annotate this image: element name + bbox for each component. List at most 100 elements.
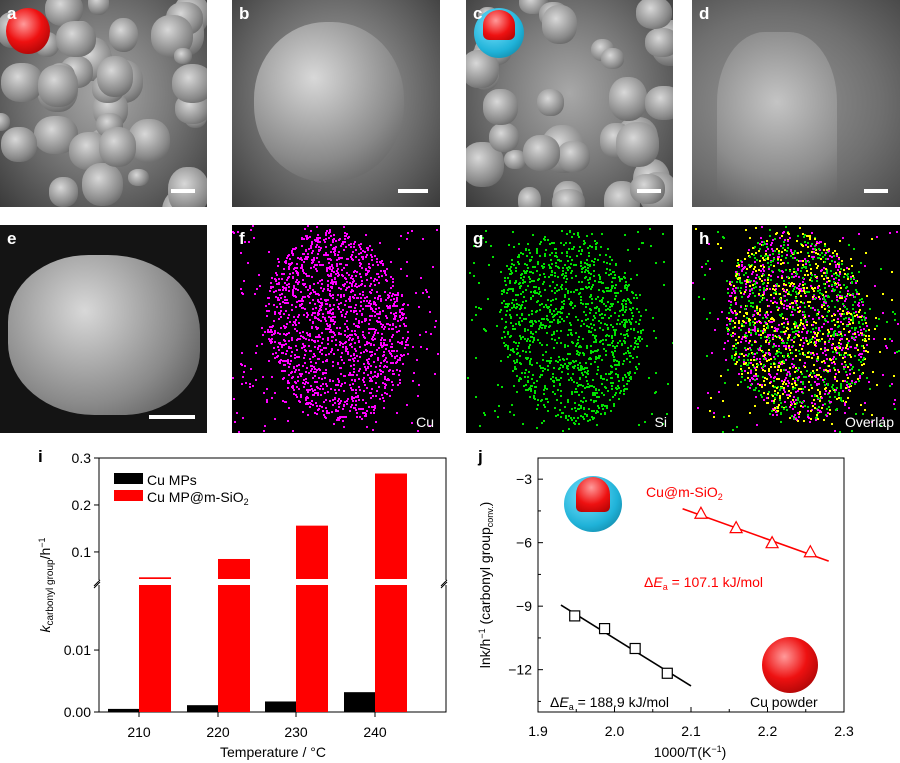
signal-dot bbox=[303, 260, 306, 263]
signal-dot bbox=[603, 323, 606, 326]
signal-dot bbox=[602, 343, 605, 345]
signal-dot bbox=[777, 335, 780, 338]
signal-dot bbox=[313, 366, 316, 369]
signal-dot bbox=[795, 390, 798, 393]
signal-dot bbox=[692, 282, 695, 285]
signal-dot bbox=[841, 313, 844, 316]
signal-dot bbox=[514, 267, 517, 270]
signal-dot bbox=[314, 388, 317, 391]
signal-dot bbox=[839, 273, 842, 276]
signal-dot bbox=[526, 242, 529, 245]
signal-dot bbox=[271, 326, 274, 329]
signal-dot bbox=[575, 390, 578, 393]
signal-dot bbox=[560, 412, 563, 415]
signal-dot bbox=[827, 364, 830, 367]
signal-dot bbox=[769, 321, 772, 324]
signal-dot bbox=[321, 373, 324, 376]
signal-dot bbox=[353, 342, 356, 345]
signal-dot bbox=[509, 322, 512, 325]
signal-dot bbox=[344, 312, 347, 315]
signal-dot bbox=[558, 266, 561, 269]
signal-dot bbox=[560, 300, 563, 303]
signal-dot bbox=[769, 260, 772, 263]
signal-dot bbox=[598, 355, 601, 358]
signal-dot bbox=[806, 269, 809, 272]
signal-dot bbox=[738, 319, 741, 322]
signal-dot bbox=[779, 313, 782, 316]
signal-dot bbox=[772, 270, 775, 273]
signal-dot bbox=[784, 317, 787, 320]
signal-dot bbox=[473, 274, 476, 277]
signal-dot bbox=[755, 352, 758, 355]
signal-dot bbox=[808, 279, 811, 282]
signal-dot bbox=[527, 371, 530, 374]
particle bbox=[541, 5, 577, 45]
signal-dot bbox=[353, 407, 356, 410]
signal-dot bbox=[275, 296, 278, 299]
signal-dot bbox=[288, 340, 291, 343]
signal-dot bbox=[536, 270, 539, 272]
signal-dot bbox=[364, 255, 367, 258]
signal-dot bbox=[624, 373, 627, 376]
signal-dot bbox=[844, 380, 847, 383]
signal-dot bbox=[746, 316, 748, 319]
signal-dot bbox=[551, 320, 554, 323]
signal-dot bbox=[385, 323, 388, 326]
signal-dot bbox=[728, 306, 731, 309]
signal-dot bbox=[299, 291, 302, 294]
signal-dot bbox=[772, 259, 775, 262]
signal-dot bbox=[517, 320, 520, 323]
signal-dot bbox=[358, 321, 361, 324]
signal-dot bbox=[524, 337, 527, 340]
signal-dot bbox=[381, 345, 384, 348]
signal-dot bbox=[339, 399, 342, 402]
signal-dot bbox=[591, 351, 594, 354]
signal-dot bbox=[397, 320, 400, 323]
signal-dot bbox=[830, 362, 833, 365]
signal-dot bbox=[360, 407, 363, 410]
signal-dot bbox=[507, 287, 510, 290]
signal-dot bbox=[825, 291, 828, 294]
signal-dot bbox=[616, 291, 619, 294]
signal-dot bbox=[791, 276, 794, 279]
signal-dot bbox=[732, 285, 735, 288]
signal-dot bbox=[347, 305, 350, 308]
signal-dot bbox=[803, 366, 806, 369]
signal-dot bbox=[745, 267, 748, 270]
signal-dot bbox=[272, 286, 275, 289]
signal-dot bbox=[807, 315, 810, 318]
signal-dot bbox=[288, 382, 291, 385]
signal-dot bbox=[740, 373, 743, 376]
signal-dot bbox=[781, 360, 784, 363]
signal-dot bbox=[302, 314, 305, 317]
signal-dot bbox=[832, 333, 835, 336]
signal-dot bbox=[823, 243, 826, 246]
signal-dot bbox=[601, 378, 604, 381]
signal-dot bbox=[544, 238, 547, 241]
signal-dot bbox=[606, 300, 609, 303]
signal-dot bbox=[567, 365, 569, 368]
signal-dot bbox=[773, 401, 776, 404]
signal-dot bbox=[504, 321, 507, 324]
signal-dot bbox=[794, 327, 797, 330]
signal-dot bbox=[310, 361, 313, 364]
signal-dot bbox=[376, 264, 379, 267]
signal-dot bbox=[582, 239, 585, 242]
signal-dot bbox=[607, 335, 610, 338]
signal-dot bbox=[334, 409, 337, 412]
signal-dot bbox=[820, 315, 823, 318]
signal-dot bbox=[857, 368, 860, 371]
signal-dot bbox=[655, 372, 658, 375]
signal-dot bbox=[721, 235, 724, 238]
signal-dot bbox=[825, 274, 828, 277]
signal-dot bbox=[802, 301, 805, 304]
signal-dot bbox=[614, 391, 617, 394]
signal-dot bbox=[772, 361, 775, 364]
signal-dot bbox=[329, 320, 332, 323]
signal-dot bbox=[353, 323, 356, 326]
signal-dot bbox=[811, 356, 814, 359]
signal-dot bbox=[741, 322, 744, 325]
signal-dot bbox=[584, 271, 587, 274]
signal-dot bbox=[843, 404, 846, 407]
signal-dot bbox=[734, 346, 737, 349]
